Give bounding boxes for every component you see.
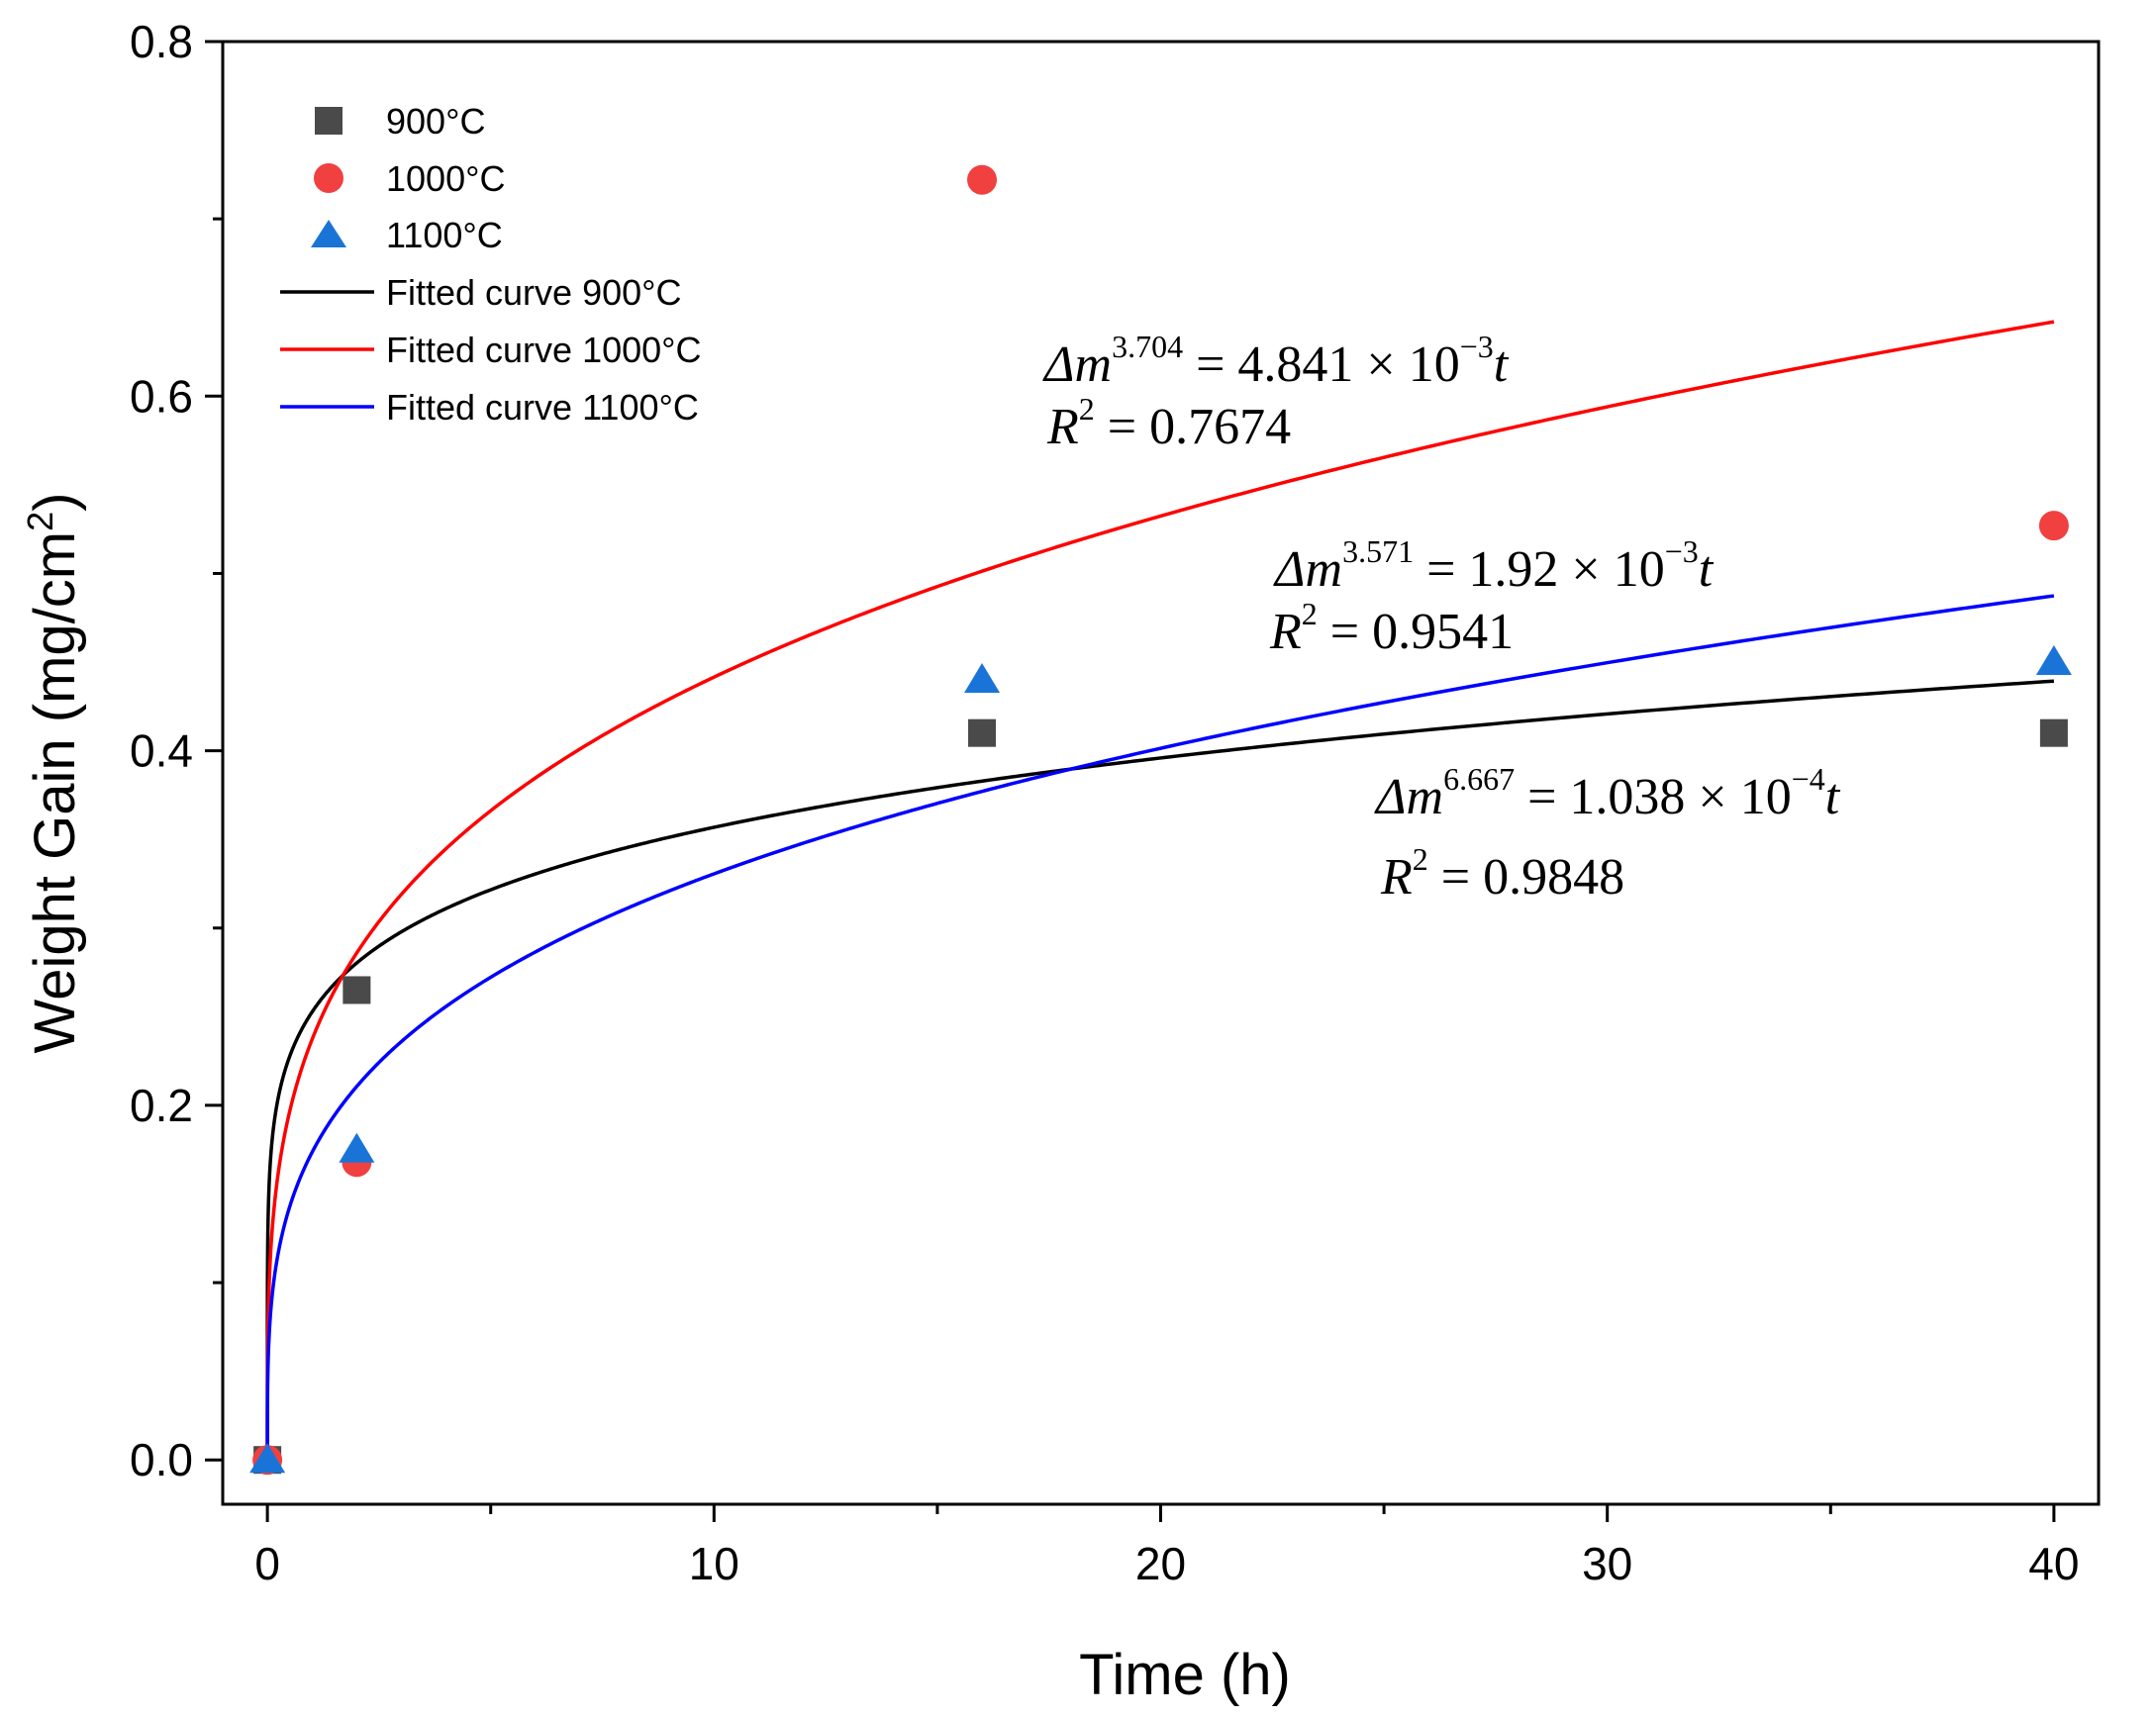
marker-1100C-1 xyxy=(339,1132,375,1163)
equation-1000-r2-value: = 0.7674 xyxy=(1095,399,1291,455)
x-tick-label-40: 40 xyxy=(2028,1538,2079,1589)
equation-1100-formula: Δm3.571 = 1.92 × 10−3t xyxy=(1273,533,1715,598)
equation-1100-r2-value: = 0.9541 xyxy=(1318,604,1514,660)
y-tick-label-0: 0.0 xyxy=(130,1434,193,1485)
legend-label-fit-900: Fitted curve 900°C xyxy=(386,272,682,313)
marker-900C-3 xyxy=(2039,718,2068,747)
x-tick-label-0: 0 xyxy=(254,1538,280,1589)
fit-curve-1 xyxy=(265,320,2055,1461)
equation-900-r2-label: R xyxy=(1380,849,1413,906)
y-tick-label-0.6: 0.6 xyxy=(130,370,193,422)
equation-1100-r2-label: R xyxy=(1269,604,1302,660)
legend-label-1100: 1100°C xyxy=(386,215,503,255)
x-axis-title: Time (h) xyxy=(1079,1643,1291,1707)
fit-curve-0 xyxy=(265,679,2054,1461)
equation-1100-rhs: = 1.92 × 10 xyxy=(1414,541,1665,598)
marker-1000C-3 xyxy=(2038,511,2069,541)
equation-1000-variable: t xyxy=(1494,336,1510,393)
equation-900-formula: Δm6.667 = 1.038 × 10−4t xyxy=(1374,761,1841,825)
axis-ticks: 0 10 20 30 40 0.0 0.2 0.4 0.6 0.8 xyxy=(130,16,2079,1589)
equation-1000-r2: R2 = 0.7674 xyxy=(1046,391,1291,455)
legend-label-fit-1000: Fitted curve 1000°C xyxy=(386,330,702,370)
equation-1100-r2-sup: 2 xyxy=(1302,596,1318,631)
equation-900-power: −4 xyxy=(1792,761,1825,797)
equation-1000-r2-sup: 2 xyxy=(1079,391,1095,427)
equation-1100: Δm3.571 = 1.92 × 10−3t R2 = 0.9541 xyxy=(1269,533,1715,660)
legend-label-900: 900°C xyxy=(386,101,485,142)
equation-1000-formula: Δm3.704 = 4.841 × 10−3t xyxy=(1042,329,1510,393)
equation-1100-variable: t xyxy=(1699,541,1715,598)
y-axis-title-close: ) xyxy=(23,493,87,512)
equation-900-r2: R2 = 0.9848 xyxy=(1380,841,1624,906)
y-tick-label-0.8: 0.8 xyxy=(130,16,193,67)
equation-1100-lhs: Δm xyxy=(1273,541,1342,598)
equation-1100-power: −3 xyxy=(1665,533,1699,569)
equation-900-rhs: = 1.038 × 10 xyxy=(1515,769,1792,825)
equation-1000: Δm3.704 = 4.841 × 10−3t R2 = 0.7674 xyxy=(1042,329,1510,455)
marker-900C-2 xyxy=(968,718,997,747)
legend-swatch-circle xyxy=(314,163,343,193)
equation-1000-exponent: 3.704 xyxy=(1112,329,1183,364)
x-tick-label-20: 20 xyxy=(1135,1538,1186,1589)
equation-1100-exponent: 3.571 xyxy=(1342,533,1414,569)
x-tick-label-30: 30 xyxy=(1582,1538,1632,1589)
marker-1100C-3 xyxy=(2035,645,2072,676)
y-tick-label-0.2: 0.2 xyxy=(130,1080,193,1131)
equation-1000-rhs: = 4.841 × 10 xyxy=(1183,336,1460,393)
equation-900-r2-sup: 2 xyxy=(1413,841,1428,877)
equation-900-lhs: Δm xyxy=(1374,769,1443,825)
equation-900-r2-value: = 0.9848 xyxy=(1428,849,1624,906)
legend-swatch-square xyxy=(315,107,343,135)
marker-1100C-2 xyxy=(964,662,1001,693)
legend-label-fit-1100: Fitted curve 1100°C xyxy=(386,387,699,428)
x-tick-label-10: 10 xyxy=(689,1538,739,1589)
equation-1000-r2-label: R xyxy=(1046,399,1079,455)
equation-1000-power: −3 xyxy=(1460,329,1494,364)
marker-1000C-2 xyxy=(967,164,998,195)
equation-900: Δm6.667 = 1.038 × 10−4t R2 = 0.9848 xyxy=(1374,761,1841,906)
equation-900-exponent: 6.667 xyxy=(1443,761,1515,797)
marker-900C-1 xyxy=(343,976,371,1004)
equation-1000-lhs: Δm xyxy=(1042,336,1112,393)
legend-label-1000: 1000°C xyxy=(386,158,505,199)
legend-swatch-triangle xyxy=(311,220,346,247)
data-markers xyxy=(249,164,2072,1476)
equation-1100-r2: R2 = 0.9541 xyxy=(1269,596,1514,660)
y-axis-title-sup: 2 xyxy=(20,512,60,531)
marker-1100C-0 xyxy=(249,1443,286,1474)
fit-curves xyxy=(265,320,2055,1461)
equation-900-variable: t xyxy=(1825,769,1841,825)
y-tick-label-0.4: 0.4 xyxy=(130,725,193,777)
legend: 900°C 1000°C 1100°C Fitted curve 900°C F… xyxy=(280,101,702,428)
y-axis-title-main: Weight Gain (mg/cm xyxy=(23,531,87,1054)
fit-curve-2 xyxy=(265,594,2055,1461)
y-axis-title: Weight Gain (mg/cm2) xyxy=(20,493,87,1054)
